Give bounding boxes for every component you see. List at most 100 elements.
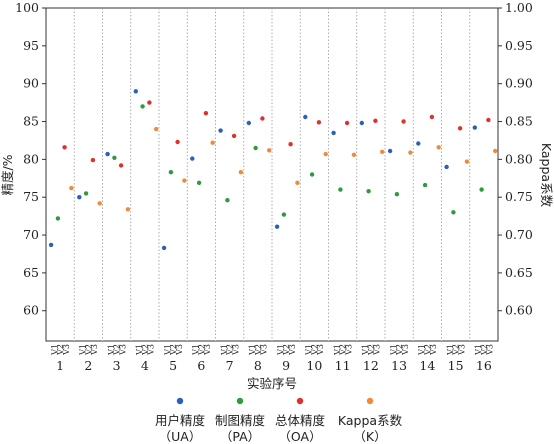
data-point — [238, 170, 244, 175]
group-label: 7 — [226, 358, 234, 373]
subcategory-label: V1 — [389, 344, 398, 356]
subcategory-label: V3 — [147, 344, 156, 356]
data-point — [429, 114, 435, 120]
subcategory-label: V2 — [169, 344, 178, 356]
legend-marker — [296, 397, 304, 405]
data-point — [436, 145, 441, 150]
group-label: 2 — [84, 358, 92, 373]
data-point — [154, 126, 159, 132]
data-point — [253, 145, 258, 151]
data-point — [344, 120, 350, 126]
subcategory-label: V1 — [220, 344, 229, 356]
data-point — [408, 150, 413, 155]
data-point — [260, 116, 265, 121]
data-point — [359, 120, 364, 126]
legend: 用户精度（UA） 制图精度（PA） 总体精度（OA） Kappa系数（K） — [155, 397, 403, 444]
y-left-tick-label: 100 — [15, 0, 39, 15]
data-point — [493, 148, 498, 154]
subcategory-label: V2 — [254, 344, 263, 356]
group-label: 9 — [282, 358, 290, 373]
data-point — [203, 111, 209, 116]
legend-label: 制图精度 — [215, 413, 266, 428]
subcategory-label: V2 — [113, 344, 122, 356]
data-point — [225, 198, 230, 203]
group-label: 10 — [306, 358, 322, 373]
subcategory-label: V3 — [344, 344, 353, 356]
y-left-tick-label: 65 — [23, 265, 39, 280]
data-point — [168, 170, 174, 175]
group-label: 12 — [363, 358, 379, 373]
data-point — [218, 128, 223, 133]
subcategory-label: V1 — [474, 344, 483, 356]
data-point — [210, 140, 215, 145]
data-point — [309, 172, 315, 177]
data-point — [267, 148, 272, 153]
data-point — [394, 192, 400, 197]
subcategory-label: V1 — [446, 344, 455, 356]
group-label: 11 — [335, 358, 351, 373]
subcategory-label: V3 — [90, 344, 99, 356]
y-axis-left: 60 65 70 75 80 85 90 95 100 — [15, 0, 46, 318]
y-right-tick-label: 0.65 — [505, 265, 533, 280]
legend-marker — [236, 397, 244, 405]
subcategory-label: V2 — [197, 344, 206, 356]
group-label: 15 — [448, 358, 464, 373]
subcategory-label: V2 — [367, 344, 376, 356]
subcategory-label: V3 — [486, 344, 495, 356]
subcategory-label: V3 — [429, 344, 438, 356]
subcategory-label: V3 — [118, 344, 127, 356]
subcategory-label: V3 — [401, 344, 410, 356]
data-point — [55, 216, 61, 221]
y-left-tick-label: 90 — [23, 76, 39, 91]
data-point — [373, 118, 378, 124]
data-point — [323, 151, 328, 157]
data-point — [90, 157, 96, 163]
data-point — [175, 139, 180, 145]
data-point — [69, 185, 74, 191]
data-point — [401, 119, 406, 124]
subcategory-label: V1 — [135, 344, 144, 356]
data-point — [112, 155, 117, 160]
data-point — [303, 114, 308, 120]
legend-abbr: （UA） — [159, 429, 202, 444]
data-point — [351, 152, 357, 157]
subcategory-label: V3 — [316, 344, 325, 356]
subcategory-label: V2 — [141, 344, 150, 356]
y-axis-left-title: 精度/% — [0, 154, 15, 195]
data-point — [316, 120, 322, 125]
y-right-tick-label: 0.80 — [505, 151, 533, 166]
data-point — [161, 245, 167, 251]
subcategory-label: V3 — [260, 344, 269, 356]
data-point — [246, 120, 251, 126]
data-point — [83, 191, 89, 196]
subcategory-label: V1 — [333, 344, 342, 356]
subcategory-label: V2 — [480, 344, 489, 356]
subcategory-label: V2 — [84, 344, 93, 356]
subcategory-label: V2 — [310, 344, 319, 356]
data-point — [182, 178, 187, 183]
x-group-labels: 1 2 3 4 5 6 7 8 9 10 11 12 13 14 15 16 — [56, 358, 492, 373]
y-left-tick-label: 80 — [23, 151, 39, 166]
data-point — [281, 212, 287, 217]
group-label: 6 — [197, 358, 205, 373]
subcategory-label: V1 — [50, 344, 59, 356]
data-point — [77, 195, 82, 200]
y-right-tick-label: 1.00 — [505, 0, 533, 15]
legend-label: Kappa系数 — [338, 413, 403, 428]
subcategory-label: V2 — [226, 344, 235, 356]
y-axis-right: 0.60 0.65 0.70 0.75 0.80 0.85 0.90 0.95 1.00 — [498, 0, 533, 318]
subcategory-label: V1 — [418, 344, 427, 356]
subcategory-label: V3 — [62, 344, 71, 356]
data-point — [464, 159, 470, 164]
data-point — [338, 187, 343, 192]
legend-abbr: （PA） — [220, 429, 260, 444]
data-point — [479, 187, 484, 192]
data-point — [457, 126, 463, 131]
subcategory-label: V1 — [107, 344, 116, 356]
data-point — [196, 180, 202, 185]
data-point — [48, 242, 54, 248]
subcategory-label: V3 — [203, 344, 212, 356]
data-point — [274, 224, 280, 229]
group-separators — [73, 8, 471, 341]
